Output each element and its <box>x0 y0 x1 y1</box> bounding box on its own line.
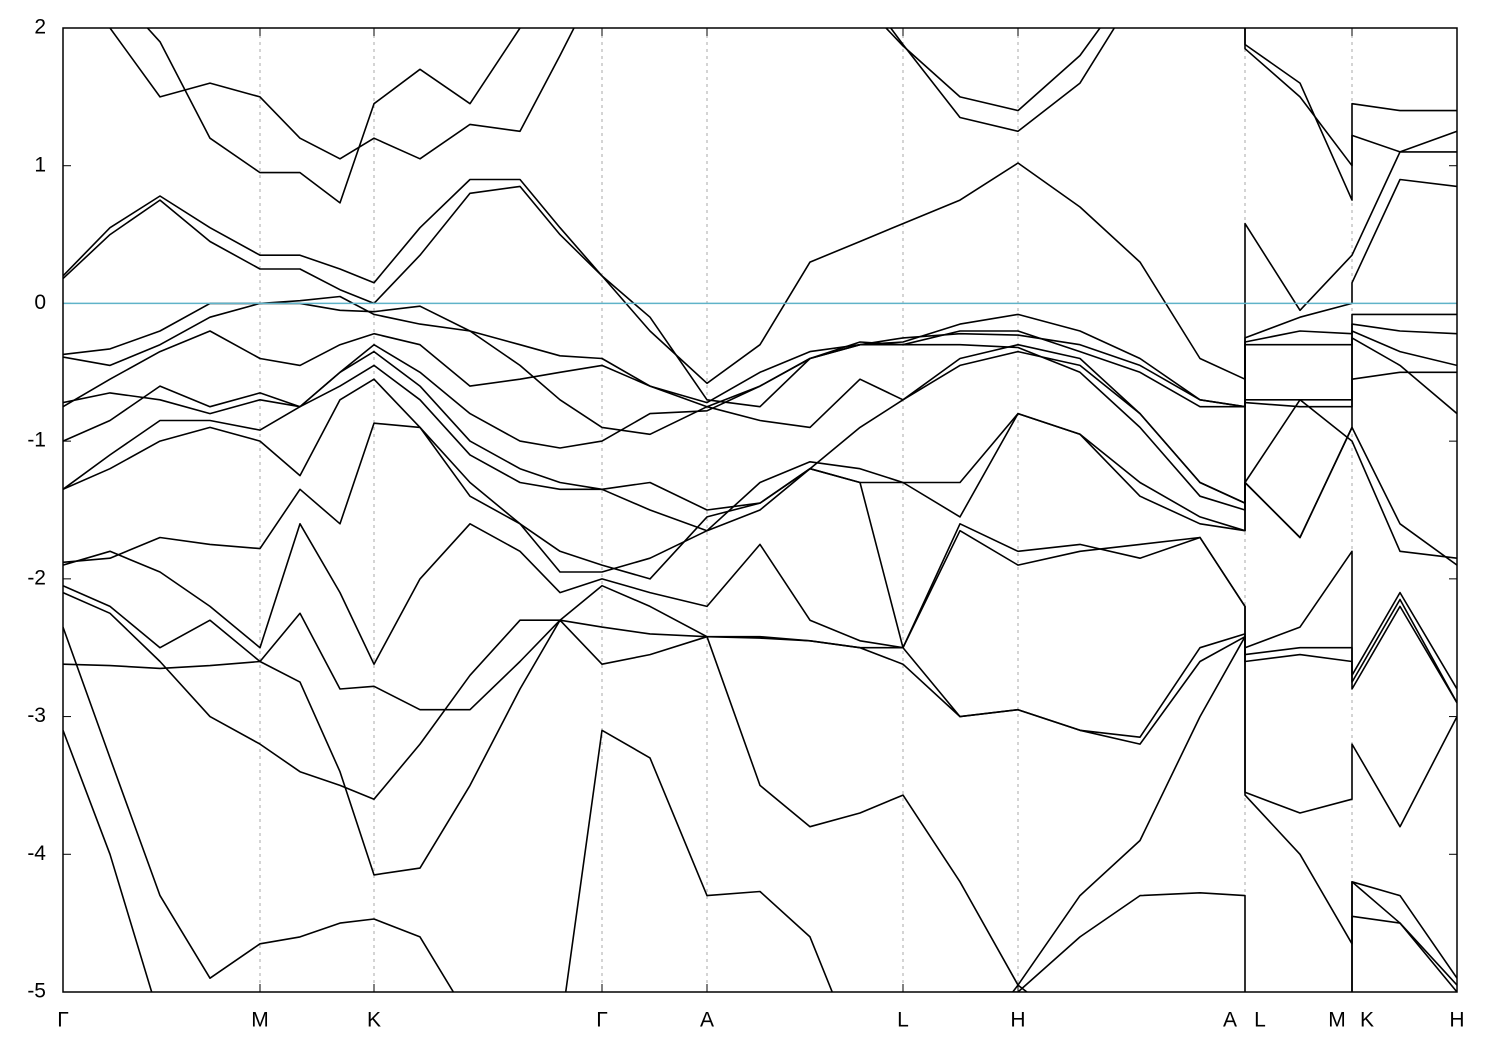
x-tick-label: M <box>1328 1009 1346 1032</box>
band-line <box>63 178 1457 408</box>
x-tick-label: Γ <box>596 1009 608 1032</box>
y-tick-label: 2 <box>34 16 46 39</box>
x-tick-label: A <box>1223 1009 1237 1032</box>
x-tick-label: H <box>1449 1009 1464 1032</box>
y-tick-label: 0 <box>34 291 46 314</box>
plot-frame <box>62 27 1458 993</box>
band-line <box>109 28 1457 167</box>
plot-area <box>63 28 1457 992</box>
band-line <box>146 28 1457 204</box>
x-tick-label: L <box>897 1009 909 1032</box>
x-tick-label: Γ <box>57 1009 69 1032</box>
y-tick-label: -4 <box>27 842 46 865</box>
x-tick-label: H <box>1010 1009 1025 1032</box>
band-line <box>63 378 1457 580</box>
band-line <box>63 295 1457 408</box>
y-tick-label: -3 <box>27 704 46 727</box>
x-tick-label: M <box>251 1009 269 1032</box>
x-tick-label: A <box>700 1009 714 1032</box>
y-tick-label: -1 <box>27 429 46 452</box>
band-line <box>63 330 1457 504</box>
y-tick-label: -2 <box>27 566 46 589</box>
x-tick-label: L <box>1254 1009 1266 1032</box>
band-line <box>63 619 1457 986</box>
y-tick-label: -5 <box>27 980 46 1003</box>
x-tick-label: K <box>367 1009 381 1032</box>
band-line <box>63 626 1457 992</box>
x-tick-label: K <box>1360 1009 1374 1032</box>
y-tick-label: 1 <box>34 153 46 176</box>
